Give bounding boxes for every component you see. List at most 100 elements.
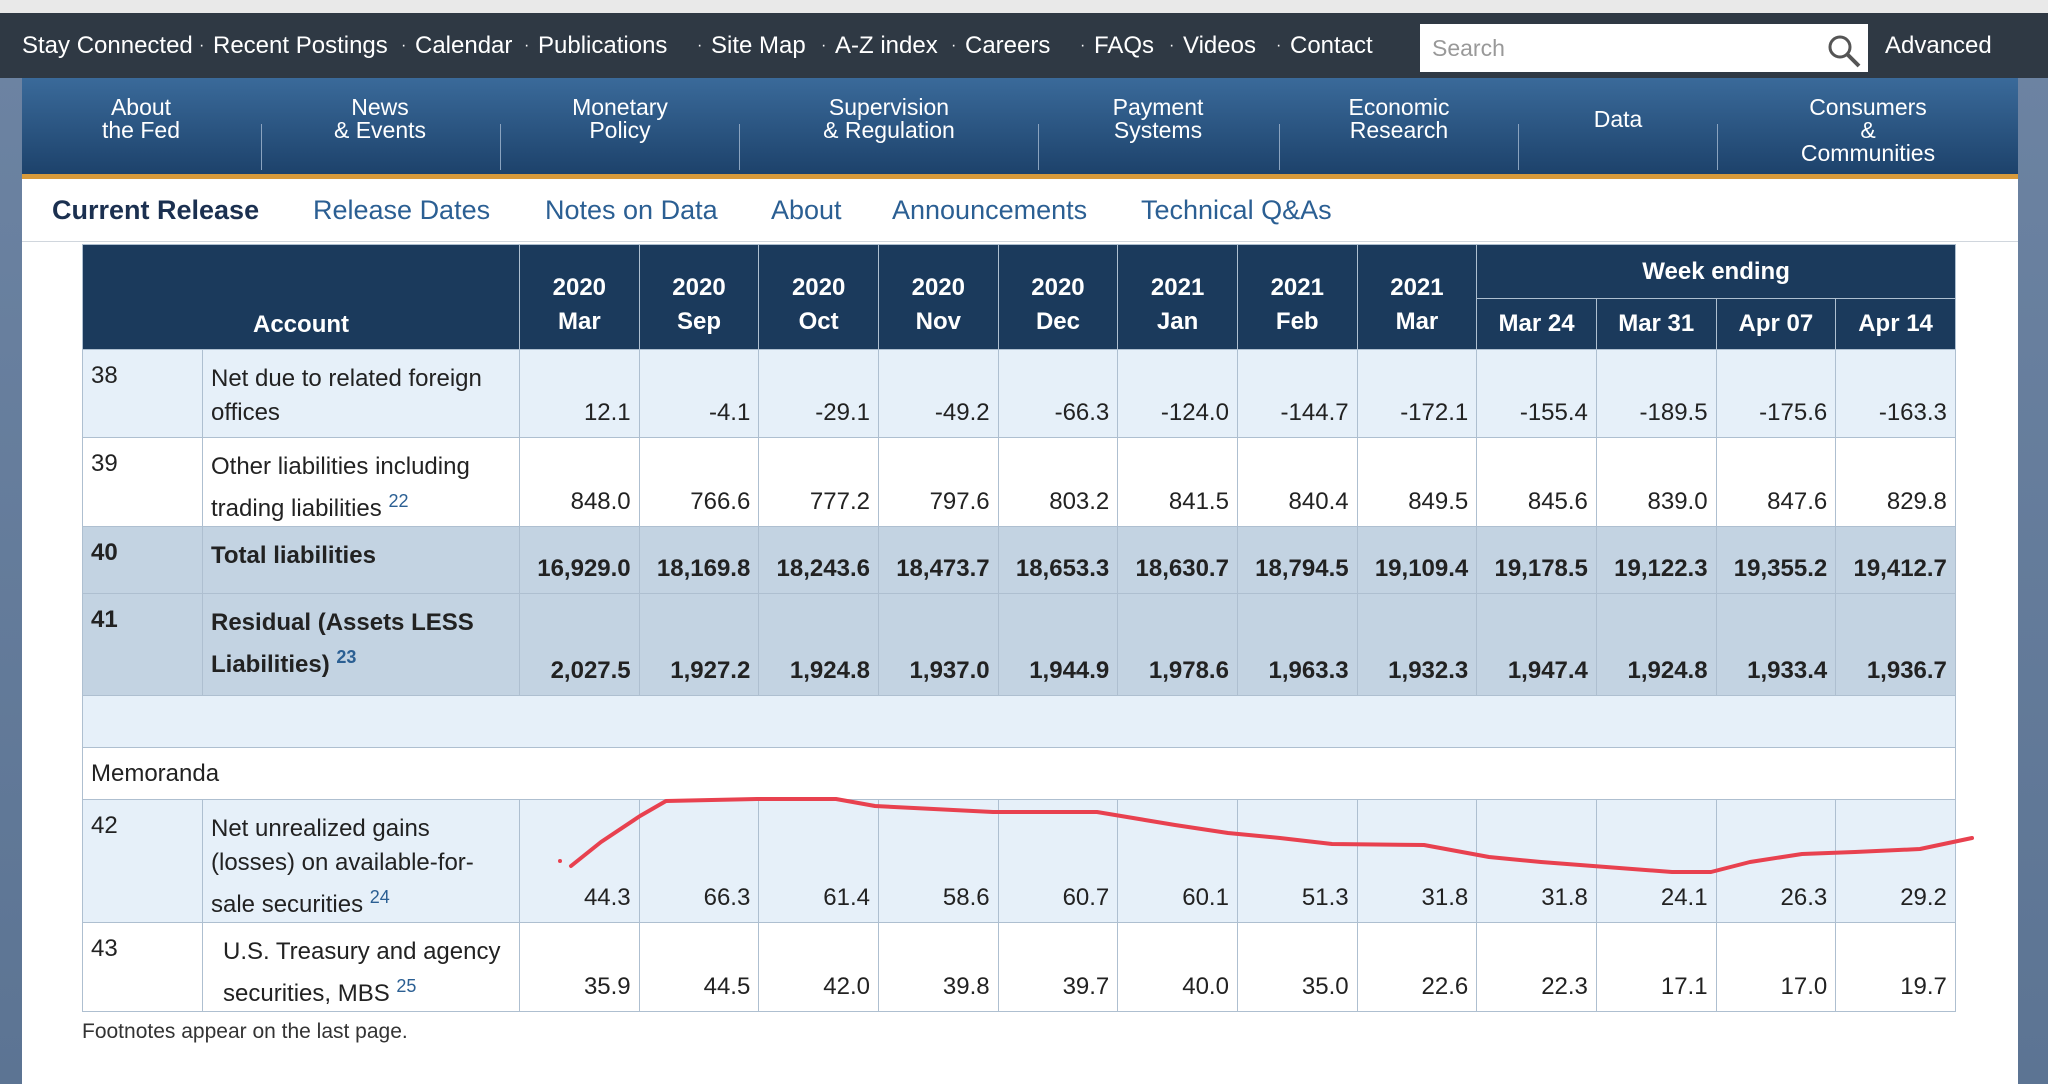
row-number: 43 (82, 922, 203, 1012)
value-cell: -172.1 (1356, 349, 1478, 438)
main-nav-item[interactable]: Payment Systems (1112, 94, 1204, 143)
sub-nav: Current Release Release Dates Notes on Dat… (22, 179, 2018, 242)
memoranda-label: Memoranda (82, 747, 1956, 800)
value-cell: 17.0 (1715, 922, 1837, 1012)
value-cell: 1,927.2 (638, 593, 760, 696)
value-cell: 24.1 (1595, 799, 1717, 923)
link-separator: · (1169, 37, 1175, 54)
column-header: 2020 Mar (519, 244, 640, 350)
value-cell: 40.0 (1117, 922, 1238, 1012)
nav-divider (261, 124, 262, 170)
value-cell: 18,794.5 (1236, 526, 1358, 594)
value-cell: 22.3 (1476, 922, 1597, 1012)
value-cell: 848.0 (519, 437, 640, 527)
nav-divider (739, 124, 740, 170)
header-row: Account 2020 Mar 2020 Sep 2020 Oct 2020 Nov 2… (82, 244, 1956, 350)
top-link[interactable]: Recent Postings (213, 32, 388, 59)
top-link[interactable]: Publications (538, 32, 668, 59)
value-cell: 19,412.7 (1835, 526, 1956, 594)
value-cell: 60.7 (997, 799, 1119, 923)
link-separator: · (697, 37, 703, 54)
top-link[interactable]: A-Z index (835, 32, 938, 59)
week-column-header: Mar 31 (1595, 298, 1717, 350)
week-column-header: Apr 14 (1835, 298, 1956, 350)
link-separator: · (1080, 37, 1086, 54)
value-cell: 26.3 (1715, 799, 1837, 923)
value-cell: 39.7 (997, 922, 1119, 1012)
value-cell: 777.2 (758, 437, 879, 527)
value-cell: 29.2 (1835, 799, 1956, 923)
value-cell: 18,630.7 (1117, 526, 1238, 594)
value-cell: 841.5 (1117, 437, 1238, 527)
value-cell: 803.2 (997, 437, 1119, 527)
value-cell: -144.7 (1236, 349, 1358, 438)
value-cell: -189.5 (1595, 349, 1717, 438)
main-nav-item[interactable]: About the Fed (102, 94, 180, 143)
value-cell: 766.6 (638, 437, 760, 527)
sub-nav-item[interactable]: Release Dates (313, 195, 491, 225)
table-row: 41 Residual (Assets LESS Liabilities) 23 2… (82, 593, 1956, 696)
sub-nav-item[interactable]: Announcements (892, 195, 1088, 225)
top-link[interactable]: FAQs (1094, 32, 1155, 59)
nav-divider (1518, 124, 1519, 170)
sub-nav-item[interactable]: Current Release (52, 195, 260, 225)
search-box[interactable]: Search (1420, 24, 1868, 72)
value-cell: 1,924.8 (1595, 593, 1717, 696)
link-separator: · (401, 37, 407, 54)
footnote-ref[interactable]: 25 (396, 976, 417, 996)
main-nav-item[interactable]: Monetary Policy (572, 94, 668, 143)
value-cell: 12.1 (519, 349, 640, 438)
column-header: 2020 Oct (758, 244, 879, 350)
value-cell: 58.6 (877, 799, 999, 923)
top-link[interactable]: Videos (1183, 32, 1256, 59)
footnote-ref[interactable]: 24 (369, 887, 390, 907)
account-text: Residual (Assets LESS Liabilities) (211, 609, 474, 678)
footnote: Footnotes appear on the last page. (82, 1020, 408, 1043)
value-cell: 35.9 (519, 922, 640, 1012)
main-nav-item[interactable]: Data (1593, 106, 1643, 132)
sub-nav-item[interactable]: Technical Q&As (1141, 195, 1332, 225)
value-cell: 2,027.5 (519, 593, 640, 696)
search-icon[interactable] (1826, 33, 1862, 69)
sub-nav-item[interactable]: About (771, 195, 842, 225)
top-link[interactable]: Careers (965, 32, 1051, 59)
value-cell: 17.1 (1595, 922, 1717, 1012)
nav-divider (1717, 124, 1718, 170)
top-link[interactable]: Calendar (415, 32, 513, 59)
top-link[interactable]: Contact (1290, 32, 1373, 59)
main-nav: About the Fed News & Events Monetary Polic… (22, 78, 2018, 174)
value-cell: 18,243.6 (758, 526, 879, 594)
value-cell: 1,924.8 (758, 593, 879, 696)
value-cell: 849.5 (1356, 437, 1478, 527)
main-nav-item[interactable]: Supervision & Regulation (823, 94, 955, 143)
main-nav-item[interactable]: Economic Research (1348, 94, 1450, 143)
advanced-link[interactable]: Advanced (1885, 32, 1992, 59)
table-row: 38 Net due to related foreign offices 12.1… (82, 349, 1956, 438)
footnote-ref[interactable]: 22 (388, 491, 409, 511)
week-column-header: Apr 07 (1715, 298, 1837, 350)
sub-nav-item[interactable]: Notes on Data (545, 195, 718, 225)
account-name: Residual (Assets LESS Liabilities) 23 (202, 593, 520, 696)
main-nav-item[interactable]: Consumers & Communities (1800, 94, 1936, 166)
value-cell: 22.6 (1356, 922, 1478, 1012)
link-separator: · (821, 37, 827, 54)
top-strip (0, 0, 2048, 13)
account-name: Total liabilities (202, 526, 520, 594)
footnote-ref[interactable]: 23 (336, 647, 357, 667)
value-cell: -29.1 (758, 349, 879, 438)
value-cell: -155.4 (1476, 349, 1597, 438)
row-number: 39 (82, 437, 203, 527)
column-header: 2021 Jan (1117, 244, 1238, 350)
value-cell: 42.0 (758, 922, 879, 1012)
main-nav-item[interactable]: News & Events (333, 94, 427, 143)
value-cell: 18,169.8 (638, 526, 760, 594)
value-cell: -66.3 (997, 349, 1119, 438)
account-text: U.S. Treasury and agency securities, MBS (223, 938, 501, 1007)
top-link[interactable]: Stay Connected (22, 32, 193, 59)
account-text: Net unrealized gains (losses) on availab… (211, 815, 474, 918)
value-cell: 1,932.3 (1356, 593, 1478, 696)
account-text: Total liabilities (211, 542, 376, 569)
top-link[interactable]: Site Map (711, 32, 806, 59)
value-cell: 797.6 (877, 437, 999, 527)
